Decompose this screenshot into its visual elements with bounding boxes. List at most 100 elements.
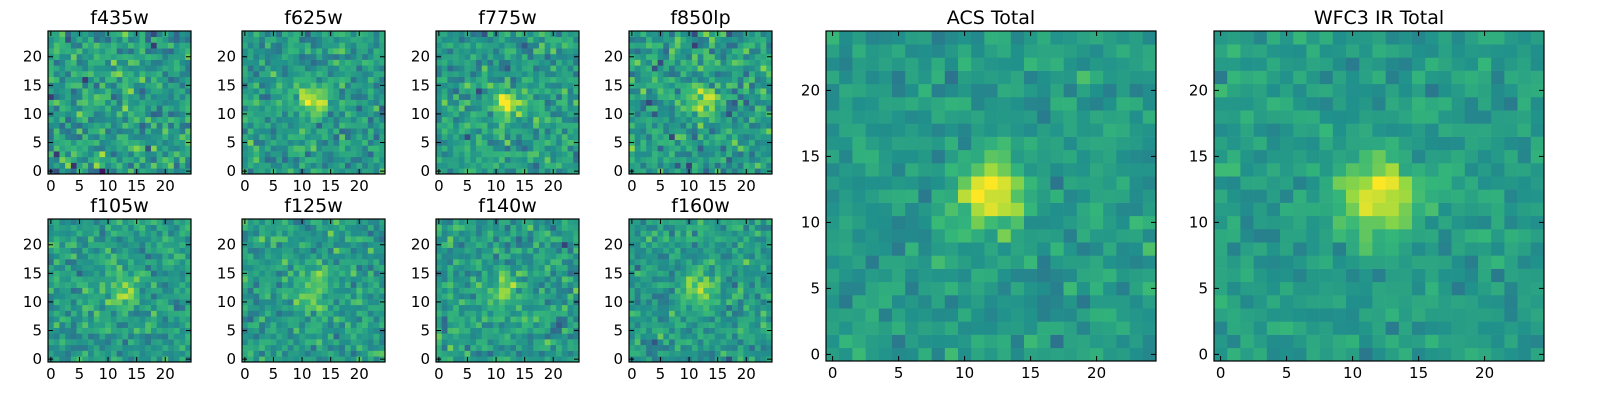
heatmap-cell bbox=[749, 310, 756, 317]
heatmap-cell bbox=[441, 333, 448, 340]
heatmap-cell bbox=[646, 281, 653, 288]
heatmap-cell bbox=[59, 224, 66, 231]
heatmap-cell bbox=[168, 122, 175, 129]
heatmap-cell bbox=[691, 116, 698, 123]
y-tick-label: 15 bbox=[604, 76, 623, 94]
heatmap-cell bbox=[373, 59, 380, 66]
heatmap-cell bbox=[304, 333, 311, 340]
heatmap-cell bbox=[674, 327, 681, 334]
heatmap-cell bbox=[470, 111, 477, 118]
heatmap-cell bbox=[150, 321, 157, 328]
plot-frame bbox=[241, 218, 386, 363]
heatmap-cell bbox=[760, 116, 767, 123]
heatmap-cell bbox=[156, 270, 163, 277]
heatmap-cell bbox=[116, 145, 123, 152]
heatmap-cell bbox=[179, 93, 186, 100]
heatmap-cell bbox=[436, 76, 443, 83]
heatmap-cell bbox=[179, 31, 186, 38]
heatmap-cell bbox=[339, 36, 346, 43]
heatmap-cell bbox=[714, 71, 721, 78]
heatmap-cell bbox=[766, 71, 773, 78]
heatmap-cell bbox=[640, 48, 647, 55]
heatmap-cell bbox=[470, 48, 477, 55]
heatmap-cell bbox=[573, 339, 580, 346]
heatmap-cell bbox=[322, 264, 329, 271]
y-tick-label: 5 bbox=[32, 322, 42, 340]
heatmap-cell bbox=[53, 162, 60, 169]
heatmap-cell bbox=[350, 310, 357, 317]
heatmap-cell bbox=[287, 327, 294, 334]
heatmap-cell bbox=[470, 333, 477, 340]
heatmap-cell bbox=[493, 253, 500, 260]
heatmap-cell bbox=[743, 316, 750, 323]
heatmap-cell bbox=[59, 59, 66, 66]
heatmap-cell bbox=[527, 259, 534, 266]
heatmap-cell bbox=[686, 36, 693, 43]
heatmap-cell bbox=[521, 310, 528, 317]
heatmap-cell bbox=[344, 122, 351, 129]
heatmap-cell bbox=[703, 128, 710, 135]
heatmap-cell bbox=[367, 151, 374, 158]
heatmap-cell bbox=[470, 88, 477, 95]
heatmap-cell bbox=[527, 53, 534, 60]
heatmap-cell bbox=[691, 88, 698, 95]
x-tick-label: 10 bbox=[293, 365, 312, 383]
heatmap-cell bbox=[293, 219, 300, 226]
heatmap-cell bbox=[162, 139, 169, 146]
heatmap-cell bbox=[48, 321, 55, 328]
heatmap-cell bbox=[760, 48, 767, 55]
heatmap-cell bbox=[447, 88, 454, 95]
heatmap-cell bbox=[299, 304, 306, 311]
heatmap-cell bbox=[110, 59, 117, 66]
heatmap-cell bbox=[310, 327, 317, 334]
heatmap-cell bbox=[634, 304, 641, 311]
heatmap-cell bbox=[487, 111, 494, 118]
heatmap-cell bbox=[470, 321, 477, 328]
heatmap-cell bbox=[122, 247, 129, 254]
heatmap-cell bbox=[657, 293, 664, 300]
heatmap-cell bbox=[259, 42, 266, 49]
heatmap-cell bbox=[168, 88, 175, 95]
heatmap-cell bbox=[498, 82, 505, 89]
heatmap-cell bbox=[493, 76, 500, 83]
heatmap-cell bbox=[356, 293, 363, 300]
heatmap-cell bbox=[133, 36, 140, 43]
heatmap-cell bbox=[59, 333, 66, 340]
heatmap-cell bbox=[651, 122, 658, 129]
heatmap-cell bbox=[760, 111, 767, 118]
heatmap-cell bbox=[436, 281, 443, 288]
heatmap-cell bbox=[105, 156, 112, 163]
heatmap-cell bbox=[173, 241, 180, 248]
heatmap-cell bbox=[179, 168, 186, 175]
y-tick-label: 20 bbox=[217, 236, 236, 254]
heatmap-cell bbox=[270, 339, 277, 346]
heatmap-cell bbox=[504, 71, 511, 78]
heatmap-cell bbox=[65, 88, 72, 95]
heatmap-cell bbox=[70, 59, 77, 66]
heatmap-cell bbox=[709, 333, 716, 340]
heatmap-cell bbox=[481, 219, 488, 226]
heatmap-cell bbox=[573, 219, 580, 226]
heatmap-cell bbox=[162, 304, 169, 311]
heatmap-cell bbox=[322, 310, 329, 317]
heatmap-cell bbox=[726, 344, 733, 351]
heatmap-cell bbox=[162, 151, 169, 158]
heatmap-cell bbox=[339, 316, 346, 323]
heatmap-cell bbox=[669, 65, 676, 72]
heatmap-cell bbox=[766, 128, 773, 135]
heatmap-cell bbox=[133, 276, 140, 283]
heatmap-cell bbox=[116, 65, 123, 72]
heatmap-cell bbox=[527, 287, 534, 294]
heatmap-cell bbox=[697, 339, 704, 346]
heatmap-cell bbox=[441, 344, 448, 351]
heatmap-cell bbox=[453, 356, 460, 363]
heatmap-cell bbox=[436, 93, 443, 100]
heatmap-cell bbox=[156, 93, 163, 100]
heatmap-cell bbox=[299, 287, 306, 294]
heatmap-cell bbox=[464, 247, 471, 254]
heatmap-cell bbox=[110, 82, 117, 89]
heatmap-cell bbox=[481, 293, 488, 300]
heatmap-cell bbox=[726, 287, 733, 294]
heatmap-cell bbox=[53, 333, 60, 340]
